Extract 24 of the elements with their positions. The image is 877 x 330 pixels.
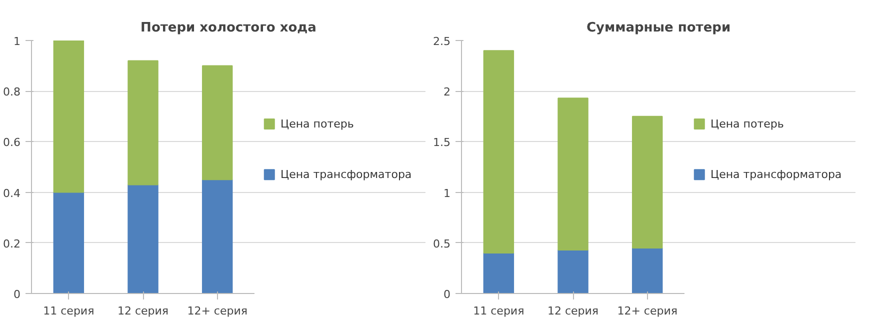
chart-title: Потери холостого хода xyxy=(140,20,316,36)
y-tick-label: 0 xyxy=(14,288,20,301)
x-tick-label: 12+ серия xyxy=(617,304,678,318)
y-tick-label: 0.2 xyxy=(3,237,21,250)
y-tick-label: 0.6 xyxy=(3,136,21,150)
chart-title: Суммарные потери xyxy=(586,20,731,36)
y-tick-label: 2 xyxy=(444,86,450,99)
legend-label: Цена потерь xyxy=(710,117,784,130)
y-tick-label: 0.8 xyxy=(3,86,21,99)
y-tick-label: 2.5 xyxy=(433,35,451,48)
x-tick-label: 12+ серия xyxy=(187,304,248,318)
legend-label: Цена трансформатора xyxy=(710,168,842,182)
x-tick-label: 11 серия xyxy=(43,304,94,318)
x-tick-label: 11 серия xyxy=(473,304,524,318)
y-tick-label: 1.5 xyxy=(433,136,451,150)
y-tick-label: 0.5 xyxy=(433,237,451,250)
x-tick-label: 12 серия xyxy=(547,304,599,318)
y-tick-label: 0.4 xyxy=(3,186,21,200)
legend-label: Цена потерь xyxy=(280,117,354,130)
x-tick-label: 12 серия xyxy=(117,304,169,318)
y-tick-label: 1 xyxy=(14,35,20,48)
legend-label: Цена трансформатора xyxy=(280,168,412,182)
y-tick-label: 1 xyxy=(444,186,450,200)
y-tick-label: 0 xyxy=(444,288,450,301)
